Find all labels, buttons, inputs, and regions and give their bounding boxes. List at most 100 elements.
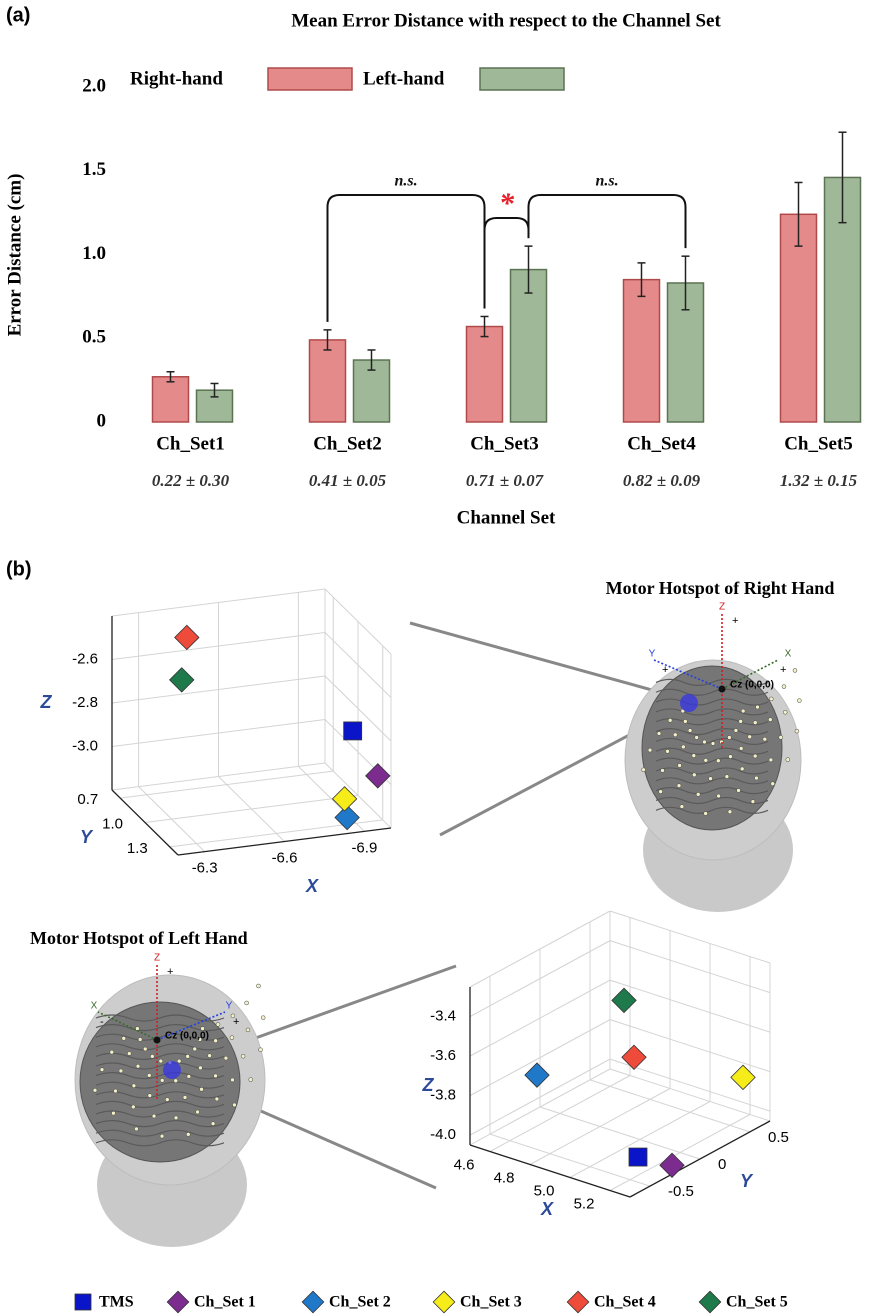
brain-fold [655, 688, 769, 696]
grid-line [111, 675, 326, 704]
grid-line [324, 675, 392, 742]
electrode [159, 1133, 165, 1139]
electrode [797, 698, 802, 703]
brain-fold [655, 728, 769, 736]
grid-line [609, 940, 771, 994]
significance-label: n.s. [595, 173, 618, 190]
electrode [691, 753, 697, 758]
brain-fold [95, 1052, 225, 1060]
electrode [111, 1110, 116, 1116]
legend-marker [74, 1293, 92, 1311]
brain-fold [655, 757, 769, 765]
electrode [792, 668, 798, 673]
y-tick-label: 1.5 [82, 159, 106, 180]
y-axis-label: Error Distance (cm) [4, 174, 25, 337]
significance-bracket [326, 194, 486, 322]
x-tick-label: Ch_Set2 [313, 433, 382, 454]
electrode [727, 809, 733, 815]
electrode [728, 754, 733, 759]
electrode [695, 792, 701, 797]
electrode [147, 1093, 153, 1098]
electrode [109, 1049, 115, 1055]
z-tick-label: -3.8 [430, 1087, 456, 1104]
electrode [150, 1054, 155, 1059]
brain-fold [95, 1014, 225, 1022]
legend-label: Left-hand [363, 68, 445, 89]
y-tick-label: 0.5 [768, 1129, 789, 1146]
z-tick-label: -2.8 [72, 694, 98, 711]
electrode [658, 789, 663, 794]
head-sign: + [732, 615, 738, 627]
significance-bracket [527, 194, 687, 249]
x-axis-label: X [305, 876, 319, 896]
grid-line [469, 940, 611, 1018]
y-axis-line [111, 789, 179, 856]
head-axis-x [721, 659, 779, 690]
x-axis-line [177, 827, 392, 856]
electrode [230, 1077, 235, 1083]
electrode [768, 757, 774, 763]
electrode [137, 1037, 143, 1042]
electrode [738, 746, 744, 751]
electrode [768, 717, 773, 722]
x-axis-label: X [540, 1199, 554, 1219]
brain-fold [95, 1139, 225, 1147]
point [524, 1062, 550, 1088]
electrode [667, 718, 673, 723]
y-axis-label: Y [740, 1171, 754, 1191]
panel-label: (a) [6, 4, 30, 26]
grid-line [111, 632, 326, 660]
head-title: Motor Hotspot of Right Hand [606, 578, 835, 598]
electrode [656, 731, 662, 736]
point [611, 987, 637, 1014]
grid-line [539, 1106, 701, 1160]
cz-point [718, 685, 726, 693]
grid-line [111, 719, 326, 747]
head-axis-label: Z [719, 602, 725, 613]
head-axis-x [97, 1011, 158, 1041]
electrode [200, 1026, 205, 1031]
head-sign: + [167, 966, 173, 978]
electrode [135, 1063, 141, 1069]
bar [151, 376, 190, 423]
electrode [186, 1074, 192, 1079]
y-tick-label: -0.5 [668, 1183, 694, 1200]
electrode [131, 1083, 137, 1089]
head-sign: + [233, 1016, 239, 1028]
x-tick-label: -6.9 [351, 839, 377, 856]
z-tick-label: -2.6 [72, 650, 98, 667]
electrode [182, 1095, 188, 1100]
electrode [747, 734, 752, 740]
electrode [641, 767, 646, 773]
electrode [173, 1115, 179, 1121]
electrode [770, 781, 775, 786]
electrode [753, 720, 758, 725]
point [730, 1064, 756, 1091]
electrode [738, 719, 743, 724]
brain-fold [655, 777, 769, 785]
y-tick-label: 0 [718, 1156, 726, 1173]
brain-fold [655, 796, 769, 805]
grid-line [489, 1133, 651, 1187]
electrode [197, 1037, 203, 1042]
electrode [229, 1035, 235, 1040]
bar [308, 339, 347, 423]
head-axis-label: X [91, 1001, 98, 1012]
electrode [724, 774, 730, 779]
electrode [244, 1000, 249, 1006]
electrode [199, 1087, 204, 1092]
electrode [778, 735, 783, 740]
electrode [782, 710, 788, 715]
chart-title: Mean Error Distance with respect to the … [291, 10, 721, 31]
head-axis-label: Z [154, 953, 160, 964]
grid-line [469, 1019, 611, 1097]
z-axis-label: Z [40, 692, 53, 712]
legend-marker [432, 1290, 456, 1314]
electrode [677, 763, 682, 768]
electrode [740, 708, 746, 714]
legend-marker [566, 1290, 590, 1314]
brain-fold [95, 1120, 225, 1128]
bar [666, 282, 705, 423]
grid-line [609, 979, 771, 1033]
brain-fold [95, 1129, 225, 1137]
